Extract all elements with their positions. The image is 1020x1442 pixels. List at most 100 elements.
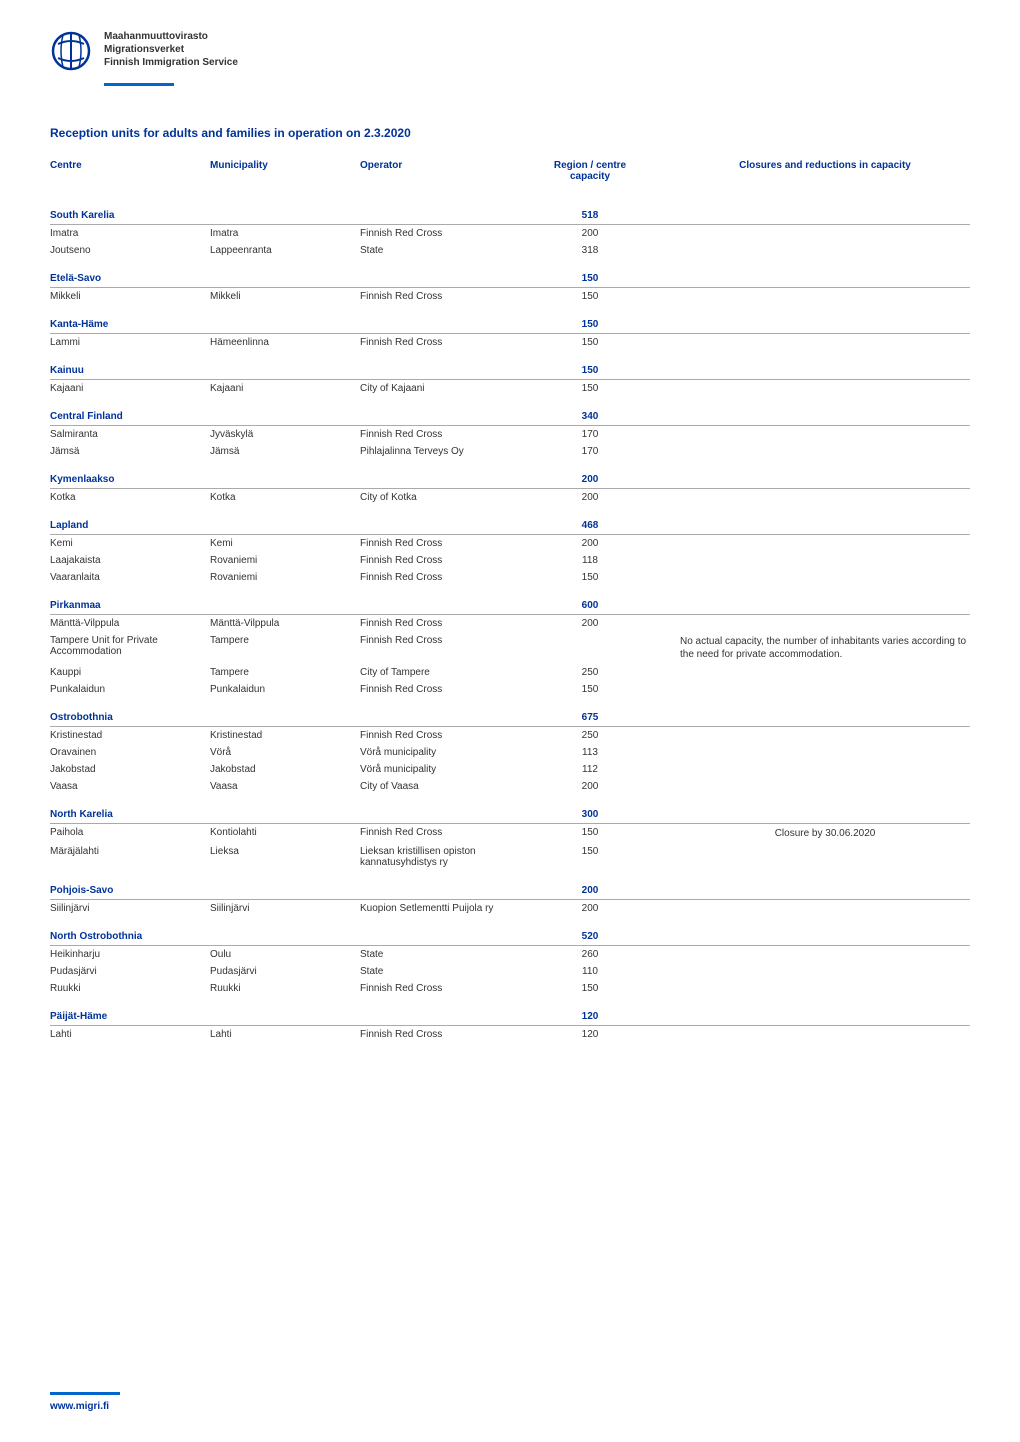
region-name: Ostrobothnia	[50, 712, 210, 723]
capacity-cell: 318	[540, 245, 640, 256]
municipality-cell: Rovaniemi	[210, 572, 360, 583]
table-row: Ruukki Ruukki Finnish Red Cross 150	[50, 980, 970, 997]
centre-cell: Heikinharju	[50, 949, 210, 960]
table-row: Vaaranlaita Rovaniemi Finnish Red Cross …	[50, 569, 970, 586]
logo-line1: Maahanmuuttovirasto	[104, 30, 238, 43]
capacity-cell: 200	[540, 903, 640, 914]
operator-cell: City of Vaasa	[360, 781, 540, 792]
capacity-cell: 200	[540, 492, 640, 503]
header-capacity: Region / centre capacity	[540, 160, 640, 182]
table-row: Tampere Unit for Private Accommodation T…	[50, 632, 970, 664]
region-header-row: Central Finland 340	[50, 397, 970, 426]
operator-cell: Finnish Red Cross	[360, 538, 540, 549]
footer: www.migri.fi	[50, 1392, 120, 1412]
centre-cell: Kauppi	[50, 667, 210, 678]
table-row: Märäjälahti Lieksa Lieksan kristillisen …	[50, 843, 970, 871]
capacity-cell: 250	[540, 730, 640, 741]
header-closures: Closures and reductions in capacity	[640, 160, 970, 182]
region-capacity: 200	[540, 885, 640, 896]
centre-cell: Paihola	[50, 827, 210, 838]
table-row: Paihola Kontiolahti Finnish Red Cross 15…	[50, 824, 970, 843]
region-name: Pohjois-Savo	[50, 885, 210, 896]
municipality-cell: Tampere	[210, 635, 360, 646]
operator-cell: Finnish Red Cross	[360, 684, 540, 695]
operator-cell: Pihlajalinna Terveys Oy	[360, 446, 540, 457]
operator-cell: Kuopion Setlementti Puijola ry	[360, 903, 540, 914]
operator-cell: Finnish Red Cross	[360, 827, 540, 838]
municipality-cell: Jyväskylä	[210, 429, 360, 440]
operator-cell: Finnish Red Cross	[360, 618, 540, 629]
table-row: Mikkeli Mikkeli Finnish Red Cross 150	[50, 288, 970, 305]
region-capacity: 518	[540, 210, 640, 221]
operator-cell: State	[360, 966, 540, 977]
municipality-cell: Punkalaidun	[210, 684, 360, 695]
municipality-cell: Ruukki	[210, 983, 360, 994]
operator-cell: City of Kotka	[360, 492, 540, 503]
region-capacity: 340	[540, 411, 640, 422]
centre-cell: Vaasa	[50, 781, 210, 792]
table-row: Kotka Kotka City of Kotka 200	[50, 489, 970, 506]
data-table: Centre Municipality Operator Region / ce…	[50, 160, 970, 1043]
region-name: Pirkanmaa	[50, 600, 210, 611]
municipality-cell: Kemi	[210, 538, 360, 549]
operator-cell: Finnish Red Cross	[360, 555, 540, 566]
operator-cell: Finnish Red Cross	[360, 337, 540, 348]
operator-cell: Finnish Red Cross	[360, 730, 540, 741]
centre-cell: Lahti	[50, 1029, 210, 1040]
region-capacity: 675	[540, 712, 640, 723]
capacity-cell: 150	[540, 383, 640, 394]
region-capacity: 150	[540, 319, 640, 330]
capacity-cell: 200	[540, 618, 640, 629]
table-header-row: Centre Municipality Operator Region / ce…	[50, 160, 970, 196]
centre-cell: Lammi	[50, 337, 210, 348]
region-name: South Karelia	[50, 210, 210, 221]
region-name: Central Finland	[50, 411, 210, 422]
region-header-row: Etelä-Savo 150	[50, 259, 970, 288]
table-row: Vaasa Vaasa City of Vaasa 200	[50, 778, 970, 795]
region-capacity: 150	[540, 365, 640, 376]
table-row: Salmiranta Jyväskylä Finnish Red Cross 1…	[50, 426, 970, 443]
region-name: North Karelia	[50, 809, 210, 820]
capacity-cell: 200	[540, 781, 640, 792]
capacity-cell: 120	[540, 1029, 640, 1040]
centre-cell: Kristinestad	[50, 730, 210, 741]
operator-cell: Vörå municipality	[360, 764, 540, 775]
region-header-row: Päijät-Häme 120	[50, 997, 970, 1026]
table-row: Lahti Lahti Finnish Red Cross 120	[50, 1026, 970, 1043]
municipality-cell: Vaasa	[210, 781, 360, 792]
regions-container: South Karelia 518 Imatra Imatra Finnish …	[50, 196, 970, 1043]
region-name: Lapland	[50, 520, 210, 531]
centre-cell: Kajaani	[50, 383, 210, 394]
region-capacity: 520	[540, 931, 640, 942]
capacity-cell: 112	[540, 764, 640, 775]
region-capacity: 150	[540, 273, 640, 284]
table-row: Punkalaidun Punkalaidun Finnish Red Cros…	[50, 681, 970, 698]
region-header-row: Kymenlaakso 200	[50, 460, 970, 489]
centre-cell: Mänttä-Vilppula	[50, 618, 210, 629]
operator-cell: Vörå municipality	[360, 747, 540, 758]
municipality-cell: Lahti	[210, 1029, 360, 1040]
municipality-cell: Siilinjärvi	[210, 903, 360, 914]
table-row: Imatra Imatra Finnish Red Cross 200	[50, 225, 970, 242]
municipality-cell: Mänttä-Vilppula	[210, 618, 360, 629]
region-name: Kanta-Häme	[50, 319, 210, 330]
capacity-cell: 150	[540, 337, 640, 348]
centre-cell: Imatra	[50, 228, 210, 239]
operator-cell: Finnish Red Cross	[360, 429, 540, 440]
centre-cell: Oravainen	[50, 747, 210, 758]
region-capacity: 468	[540, 520, 640, 531]
logo-underline	[104, 83, 174, 86]
table-row: Laajakaista Rovaniemi Finnish Red Cross …	[50, 552, 970, 569]
logo-text: Maahanmuuttovirasto Migrationsverket Fin…	[104, 30, 238, 69]
logo-icon	[50, 30, 92, 75]
table-row: Kauppi Tampere City of Tampere 250	[50, 664, 970, 681]
footer-underline	[50, 1392, 120, 1395]
municipality-cell: Jakobstad	[210, 764, 360, 775]
capacity-cell: 260	[540, 949, 640, 960]
header-operator: Operator	[360, 160, 540, 182]
municipality-cell: Hämeenlinna	[210, 337, 360, 348]
municipality-cell: Vörå	[210, 747, 360, 758]
centre-cell: Jakobstad	[50, 764, 210, 775]
region-header-row: Ostrobothnia 675	[50, 698, 970, 727]
table-row: Mänttä-Vilppula Mänttä-Vilppula Finnish …	[50, 615, 970, 632]
